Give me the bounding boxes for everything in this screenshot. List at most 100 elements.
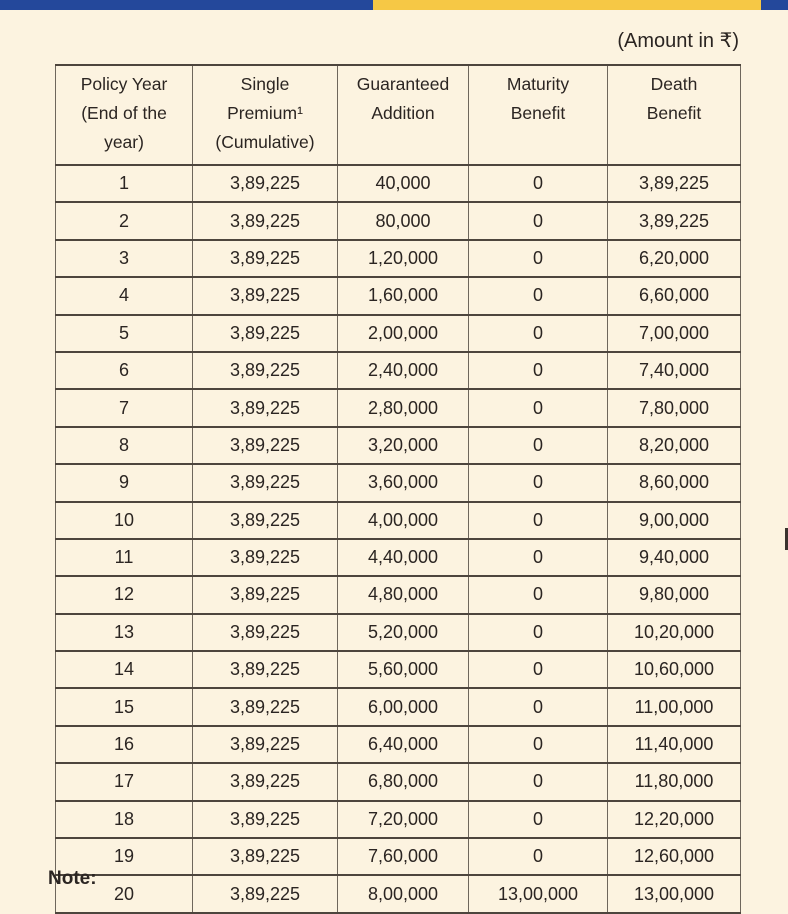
- table-cell: 0: [468, 650, 608, 690]
- table-cell: 2,80,000: [337, 388, 469, 428]
- column-header: Maturity Benefit: [468, 64, 608, 166]
- table-cell: 0: [468, 500, 608, 540]
- table-row: 6 3,89,225 2,40,000 0 7,40,000: [55, 350, 741, 391]
- table-cell: 9: [55, 463, 193, 503]
- table-row: 16 3,89,225 6,40,000 0 11,40,000: [55, 724, 741, 765]
- table-cell: 3,89,225: [192, 425, 338, 466]
- column-header-line: Benefit: [646, 103, 702, 123]
- table-cell: 0: [468, 163, 608, 204]
- table-cell: 3,89,225: [192, 388, 338, 428]
- note-heading: Note:: [48, 868, 97, 889]
- table-cell: 3,60,000: [337, 463, 469, 503]
- table-cell: 7: [55, 388, 193, 428]
- table-cell: 6,80,000: [337, 762, 469, 802]
- table-row: 19 3,89,225 7,60,000 0 12,60,000: [55, 837, 741, 877]
- table-cell: 3,89,225: [192, 650, 338, 690]
- table-cell: 3,89,225: [607, 163, 741, 204]
- table-cell: 3,89,225: [192, 500, 338, 540]
- table-cell: 7,80,000: [607, 388, 741, 428]
- top-accent-bar: [0, 0, 788, 10]
- table-cell: 4,80,000: [337, 575, 469, 615]
- table-cell: 3,89,225: [192, 575, 338, 615]
- table-cell: 0: [468, 313, 608, 353]
- column-header-line: Guaranteed: [356, 74, 450, 94]
- table-cell: 0: [468, 425, 608, 466]
- table-cell: 1,20,000: [337, 238, 469, 279]
- table-cell: 11,40,000: [607, 724, 741, 765]
- table-cell: 3,89,225: [192, 463, 338, 503]
- table-cell: 3,89,225: [607, 201, 741, 241]
- table-cell: 4,00,000: [337, 500, 469, 540]
- table-cell: 11,00,000: [607, 687, 741, 727]
- table-cell: 4,40,000: [337, 537, 469, 578]
- table-cell: 0: [468, 350, 608, 391]
- table-cell: 1,60,000: [337, 276, 469, 316]
- column-header: Guaranteed Addition: [337, 64, 469, 166]
- table-row: 9 3,89,225 3,60,000 0 8,60,000: [55, 463, 741, 503]
- column-header-line: Death: [650, 74, 698, 94]
- table-cell: 13: [55, 612, 193, 653]
- table-cell: 3,89,225: [192, 612, 338, 653]
- table-cell: 9,80,000: [607, 575, 741, 615]
- table-cell: 8,00,000: [337, 874, 469, 914]
- table-cell: 0: [468, 575, 608, 615]
- table-cell: 3,89,225: [192, 350, 338, 391]
- table-row: 17 3,89,225 6,80,000 0 11,80,000: [55, 762, 741, 802]
- table-cell: 6,20,000: [607, 238, 741, 279]
- table-row: 4 3,89,225 1,60,000 0 6,60,000: [55, 276, 741, 316]
- table-cell: 19: [55, 837, 193, 877]
- table-body: 1 3,89,225 40,000 0 3,89,225 2 3,89,225 80,000 0…: [55, 163, 741, 914]
- table-cell: 0: [468, 799, 608, 840]
- column-header-line: year): [104, 132, 144, 152]
- table-cell: 0: [468, 276, 608, 316]
- table-cell: 0: [468, 463, 608, 503]
- table-cell: 3,89,225: [192, 201, 338, 241]
- table-cell: 3,89,225: [192, 837, 338, 877]
- table-cell: 3,89,225: [192, 724, 338, 765]
- table-cell: 3,89,225: [192, 276, 338, 316]
- table-cell: 3,89,225: [192, 537, 338, 578]
- table-row: 1 3,89,225 40,000 0 3,89,225: [55, 163, 741, 204]
- table-row: 15 3,89,225 6,00,000 0 11,00,000: [55, 687, 741, 727]
- table-cell: 12: [55, 575, 193, 615]
- table-cell: 18: [55, 799, 193, 840]
- table-cell: 9,40,000: [607, 537, 741, 578]
- table-cell: 13,00,000: [607, 874, 741, 914]
- table-row: 2 3,89,225 80,000 0 3,89,225: [55, 201, 741, 241]
- table-cell: 3,89,225: [192, 874, 338, 914]
- table-cell: 3,89,225: [192, 313, 338, 353]
- table-cell: 0: [468, 837, 608, 877]
- table-cell: 11: [55, 537, 193, 578]
- top-bar-blue-right: [761, 0, 788, 10]
- table-cell: 7,60,000: [337, 837, 469, 877]
- table-cell: 3,89,225: [192, 762, 338, 802]
- table-cell: 13,00,000: [468, 874, 608, 914]
- table-cell: 16: [55, 724, 193, 765]
- table-row: 8 3,89,225 3,20,000 0 8,20,000: [55, 425, 741, 466]
- column-header-line: Maturity: [506, 74, 570, 94]
- column-header: Policy Year (End of the year): [55, 64, 193, 166]
- amount-currency-note: (Amount in ₹): [617, 30, 739, 52]
- table-cell: 0: [468, 687, 608, 727]
- column-header-line: Single: [240, 74, 290, 94]
- table-cell: 0: [468, 201, 608, 241]
- table-cell: 5,20,000: [337, 612, 469, 653]
- table-cell: 3: [55, 238, 193, 279]
- table-row: 18 3,89,225 7,20,000 0 12,20,000: [55, 799, 741, 840]
- table-cell: 4: [55, 276, 193, 316]
- column-header: Death Benefit: [607, 64, 741, 166]
- table-cell: 8,60,000: [607, 463, 741, 503]
- table-row: 12 3,89,225 4,80,000 0 9,80,000: [55, 575, 741, 615]
- table-row: 5 3,89,225 2,00,000 0 7,00,000: [55, 313, 741, 353]
- table-cell: 0: [468, 724, 608, 765]
- table-row: 13 3,89,225 5,20,000 0 10,20,000: [55, 612, 741, 653]
- table-cell: 12,20,000: [607, 799, 741, 840]
- top-bar-yellow: [373, 0, 761, 10]
- table-cell: 6,00,000: [337, 687, 469, 727]
- table-cell: 10,20,000: [607, 612, 741, 653]
- column-header-line: (Cumulative): [215, 132, 315, 152]
- table-cell: 0: [468, 537, 608, 578]
- table-cell: 2,00,000: [337, 313, 469, 353]
- table-cell: 12,60,000: [607, 837, 741, 877]
- table-cell: 10: [55, 500, 193, 540]
